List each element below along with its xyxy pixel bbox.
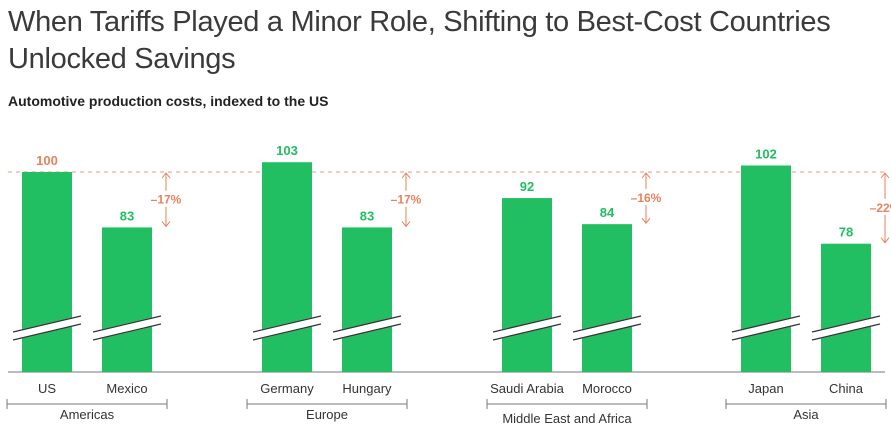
delta-label-bg xyxy=(865,198,891,215)
delta-label: –22% xyxy=(870,201,891,215)
value-label-hungary: 83 xyxy=(360,208,374,223)
value-label-saudi-arabia: 92 xyxy=(520,179,534,194)
bar-mexico xyxy=(102,227,152,372)
axis-break-gap xyxy=(91,315,163,341)
bar-china xyxy=(821,243,871,372)
delta-arrow-head-up xyxy=(880,172,890,179)
bar-morocco xyxy=(582,224,632,372)
axis-break-line xyxy=(731,323,801,341)
axis-break-line xyxy=(12,323,82,341)
axis-break-line xyxy=(572,323,642,341)
delta-label: –17% xyxy=(391,193,422,207)
delta-label-bg xyxy=(626,189,666,206)
value-label-us: 100 xyxy=(36,153,58,168)
axis-break-line xyxy=(332,315,402,333)
value-label-germany: 103 xyxy=(276,143,298,158)
value-label-mexico: 83 xyxy=(120,208,134,223)
axis-break-line xyxy=(252,315,322,333)
axis-break-line xyxy=(332,323,402,341)
tick-label-china: China xyxy=(829,381,864,396)
tick-label-germany: Germany xyxy=(260,381,314,396)
bar-hungary xyxy=(342,227,392,372)
delta-label: –16% xyxy=(631,191,662,205)
axis-break-gap xyxy=(571,315,643,341)
axis-break-gap xyxy=(491,315,563,341)
delta-label-bg xyxy=(386,190,426,207)
axis-break-line xyxy=(12,315,82,333)
delta-arrow-head-down xyxy=(161,221,171,228)
delta-arrow-head-up xyxy=(401,172,411,179)
tick-label-us: US xyxy=(38,381,56,396)
axis-break-gap xyxy=(730,315,802,341)
axis-break-line xyxy=(811,315,881,333)
axis-break-gap xyxy=(810,315,882,341)
delta-arrow-head-up xyxy=(641,172,651,179)
delta-arrow-head-down xyxy=(880,237,890,244)
value-label-japan: 102 xyxy=(755,146,777,161)
bar-japan xyxy=(741,165,791,372)
axis-break-line xyxy=(92,323,162,341)
axis-break-gap xyxy=(331,315,403,341)
chart-subtitle: Automotive production costs, indexed to … xyxy=(8,93,329,109)
bar-us xyxy=(22,172,72,372)
value-label-morocco: 84 xyxy=(600,205,615,220)
delta-label-bg xyxy=(146,190,186,207)
axis-break-line xyxy=(811,323,881,341)
value-label-china: 78 xyxy=(839,225,853,240)
axis-break-gap xyxy=(11,315,83,341)
axis-break-line xyxy=(492,323,562,341)
bar-germany xyxy=(262,162,312,372)
bar-saudi-arabia xyxy=(502,198,552,372)
group-label: Middle East and Africa xyxy=(502,411,632,426)
delta-arrow-head-down xyxy=(641,217,651,224)
axis-break-line xyxy=(731,315,801,333)
chart-title: When Tariffs Played a Minor Role, Shifti… xyxy=(8,6,831,75)
delta-label: –17% xyxy=(151,193,182,207)
axis-break-line xyxy=(572,315,642,333)
tick-label-saudi-arabia: Saudi Arabia xyxy=(490,381,564,396)
delta-arrow-head-down xyxy=(401,221,411,228)
group-label: Americas xyxy=(60,407,115,422)
axis-break-gap xyxy=(251,315,323,341)
axis-break-line xyxy=(252,323,322,341)
delta-arrow-head-up xyxy=(161,172,171,179)
group-label: Europe xyxy=(306,407,348,422)
tick-label-japan: Japan xyxy=(748,381,783,396)
axis-break-line xyxy=(492,315,562,333)
axis-break-line xyxy=(92,315,162,333)
tick-label-hungary: Hungary xyxy=(342,381,392,396)
tick-label-mexico: Mexico xyxy=(106,381,147,396)
tick-label-morocco: Morocco xyxy=(582,381,632,396)
group-label: Asia xyxy=(793,407,819,422)
